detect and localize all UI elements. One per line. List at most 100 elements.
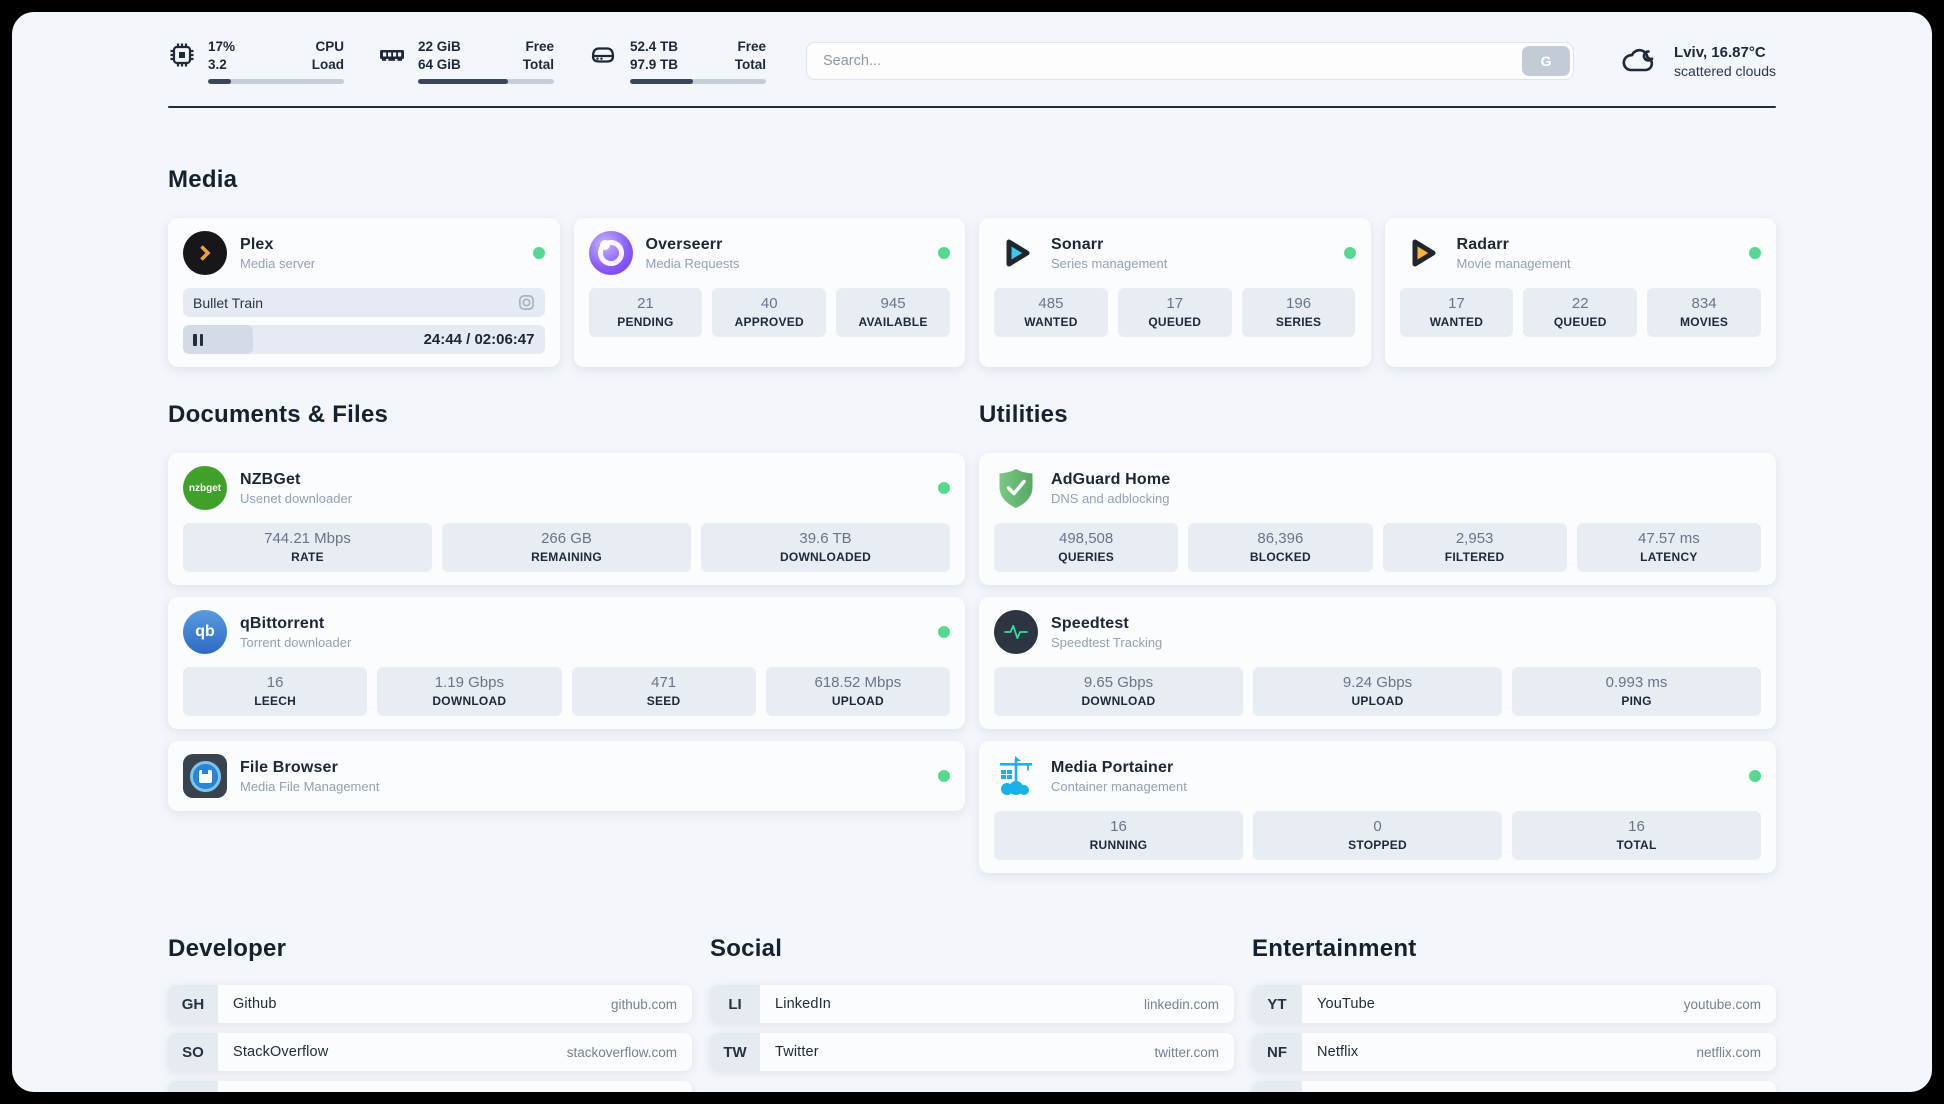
link-netflix[interactable]: NF Netflix netflix.com	[1252, 1033, 1776, 1072]
link-name: Github	[233, 996, 277, 1013]
memory-metric: 22 GiB 64 GiB Free Total	[378, 38, 554, 85]
link-name: Netflix	[1317, 1044, 1359, 1061]
stat-wanted: 17 WANTED	[1399, 288, 1514, 338]
qbittorrent-card[interactable]: qb qBittorrent Torrent downloader 16	[168, 597, 965, 730]
status-dot	[938, 770, 950, 783]
social-section-title: Social	[710, 935, 783, 963]
media-section-title: Media	[168, 166, 238, 194]
link-initials-badge: LI	[710, 985, 760, 1024]
utilities-column: Utilities AdGuard Home DNS and adblockin…	[979, 401, 1776, 874]
cpu-icon	[168, 41, 196, 74]
session-icon	[518, 294, 535, 311]
stat-wanted: 485 WANTED	[994, 288, 1108, 338]
radarr-card[interactable]: Radarr Movie management 17 WANTED 22 QUE…	[1384, 218, 1776, 368]
app-title: Sonarr	[1051, 235, 1104, 253]
stat-queued: 17 QUEUED	[1117, 288, 1232, 338]
portainer-crane-icon	[994, 754, 1038, 798]
documents-section-title: Documents & Files	[168, 401, 389, 429]
stat-pending: 21 PENDING	[588, 288, 703, 338]
nzbget-icon: nzbget	[183, 466, 227, 511]
link-linkedin[interactable]: LI LinkedIn linkedin.com	[710, 985, 1234, 1024]
stat-seed: 471 SEED	[571, 667, 756, 717]
utilities-section-title: Utilities	[979, 401, 1068, 429]
stat-download: 1.19 Gbps DOWNLOAD	[377, 667, 562, 717]
weather-condition: scattered clouds	[1674, 62, 1776, 79]
top-bar: 17% 3.2 CPU Load	[168, 12, 1776, 85]
stat-queries: 498,508 QUERIES	[994, 523, 1179, 573]
sonarr-icon	[994, 231, 1038, 275]
status-dot	[532, 247, 545, 260]
filebrowser-card[interactable]: File Browser Media File Management	[168, 741, 965, 812]
link-dev[interactable]: DT DEV dev.to	[168, 1081, 692, 1092]
stat-rate: 744.21 Mbps RATE	[183, 523, 432, 573]
weather-widget: Lviv, 16.87°C scattered clouds	[1618, 41, 1776, 82]
qbittorrent-icon: qb	[183, 610, 227, 655]
stat-downloaded: 39.6 TB DOWNLOADED	[701, 523, 950, 573]
app-subtitle: Media File Management	[240, 778, 380, 794]
app-title: NZBGet	[240, 470, 301, 488]
link-stackoverflow[interactable]: SO StackOverflow stackoverflow.com	[168, 1033, 692, 1072]
speedtest-pulse-icon	[994, 610, 1038, 655]
app-title: File Browser	[240, 758, 338, 776]
status-dot	[1343, 247, 1356, 260]
search-bar: G	[806, 42, 1575, 81]
link-url: netflix.com	[1696, 1044, 1761, 1060]
developer-section: Developer GH Github github.com SO StackO…	[168, 935, 692, 1092]
link-initials-badge: YT	[1252, 985, 1302, 1024]
link-github[interactable]: GH Github github.com	[168, 985, 692, 1024]
playback-time: 24:44 / 02:06:47	[423, 331, 535, 349]
link-youtube[interactable]: YT YouTube youtube.com	[1252, 985, 1776, 1024]
app-title: Radarr	[1456, 235, 1510, 253]
link-url: youtube.com	[1683, 996, 1761, 1012]
plex-card[interactable]: Plex Media server Bullet Train	[168, 218, 560, 368]
stat-upload: 618.52 Mbps UPLOAD	[765, 667, 950, 717]
app-subtitle: Container management	[1051, 778, 1187, 794]
stat-stopped: 0 STOPPED	[1253, 811, 1502, 861]
link-initials-badge: RE	[1252, 1081, 1302, 1092]
link-initials-badge: GH	[168, 985, 218, 1024]
playback-progress-bar[interactable]: 24:44 / 02:06:47	[183, 325, 545, 355]
pause-button[interactable]	[193, 325, 203, 354]
dashboard-page: 17% 3.2 CPU Load	[12, 12, 1932, 1092]
documents-column: Documents & Files nzbget NZBGet Usenet d…	[168, 401, 965, 873]
app-title: Media Portainer	[1051, 758, 1174, 776]
link-reddit[interactable]: RE Reddit reddit.com	[1252, 1081, 1776, 1092]
cpu-progress-bar	[208, 79, 344, 85]
search-engine-button[interactable]: G	[1522, 46, 1571, 77]
app-subtitle: Media server	[240, 255, 316, 271]
header-divider	[168, 106, 1776, 109]
status-dot	[938, 482, 950, 495]
link-name: YouTube	[1317, 996, 1375, 1013]
adguard-card[interactable]: AdGuard Home DNS and adblocking 498,508 …	[979, 453, 1776, 586]
stat-series: 196 SERIES	[1241, 288, 1356, 338]
cloud-icon	[1618, 41, 1660, 82]
memory-progress-bar	[418, 79, 554, 85]
nzbget-card[interactable]: nzbget NZBGet Usenet downloader 744.21 M…	[168, 453, 965, 586]
system-metrics: 17% 3.2 CPU Load	[168, 38, 766, 85]
stat-available: 945 AVAILABLE	[836, 288, 950, 338]
link-url: linkedin.com	[1143, 996, 1219, 1012]
speedtest-card[interactable]: Speedtest Speedtest Tracking 9.65 Gbps D…	[979, 597, 1776, 730]
sonarr-card[interactable]: Sonarr Series management 485 WANTED 17 Q…	[979, 218, 1371, 368]
link-initials-badge: NF	[1252, 1033, 1302, 1072]
link-url: stackoverflow.com	[566, 1044, 677, 1060]
overseerr-card[interactable]: Overseerr Media Requests 21 PENDING 40 A…	[573, 218, 965, 368]
app-title: Plex	[240, 235, 274, 253]
portainer-card[interactable]: Media Portainer Container management 16 …	[979, 741, 1776, 874]
app-title: qBittorrent	[240, 614, 325, 632]
link-initials-badge: DT	[168, 1081, 218, 1092]
app-subtitle: Speedtest Tracking	[1051, 634, 1163, 650]
link-name: Twitter	[775, 1044, 819, 1061]
now-playing-row: Bullet Train	[183, 288, 545, 318]
cpu-values: 17% 3.2	[208, 39, 236, 73]
link-initials-badge: SO	[168, 1033, 218, 1072]
stat-leech: 16 LEECH	[183, 667, 368, 717]
link-twitter[interactable]: TW Twitter twitter.com	[710, 1033, 1234, 1072]
weather-text: Lviv, 16.87°C scattered clouds	[1674, 44, 1776, 79]
search-input[interactable]	[806, 42, 1575, 81]
stat-total: 16 TOTAL	[1512, 811, 1761, 861]
app-title: Speedtest	[1051, 614, 1129, 632]
filebrowser-icon	[183, 754, 227, 799]
adguard-shield-icon	[994, 466, 1038, 510]
disk-progress-bar	[630, 79, 766, 85]
